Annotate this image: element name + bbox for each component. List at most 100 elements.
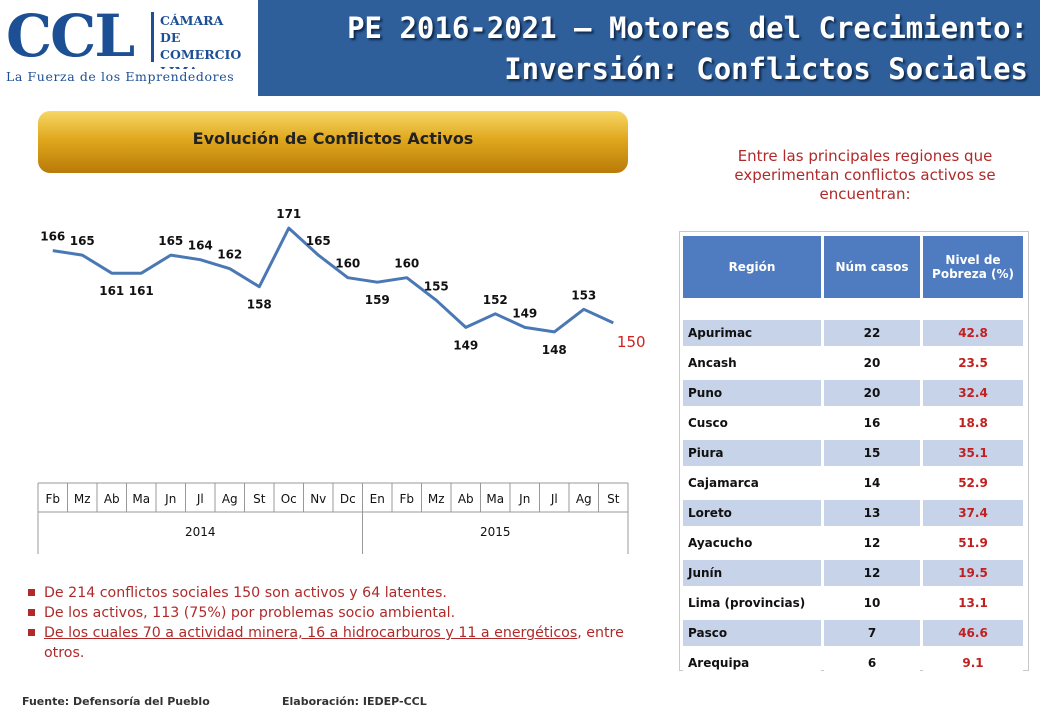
table-row: Ancash 20 23.5	[683, 350, 1023, 376]
cases-cell: 12	[824, 530, 920, 556]
x-tick-label: Dc	[340, 492, 356, 506]
data-label: 166	[40, 230, 65, 244]
poverty-cell: 51.9	[923, 530, 1023, 556]
region-cell: Apurimac	[683, 320, 821, 346]
table-row: Lima (provincias) 10 13.1	[683, 590, 1023, 616]
bullet-underlined-text: De los cuales 70 a actividad minera, 16 …	[44, 625, 578, 641]
data-label: 149	[453, 338, 478, 352]
data-label: 159	[365, 293, 390, 307]
region-cell: Pasco	[683, 620, 821, 646]
region-cell: Piura	[683, 440, 821, 466]
x-tick-label: Ma	[486, 492, 504, 506]
header-bar: CCL CÁMARA DE COMERCIO LIMA La Fuerza de…	[0, 0, 1040, 96]
cases-cell: 20	[824, 350, 920, 376]
ccl-logo: CCL CÁMARA DE COMERCIO LIMA La Fuerza de…	[0, 0, 258, 96]
logo-text: CCL	[6, 2, 135, 70]
region-cell: Arequipa	[683, 650, 821, 676]
bullet-item: De los activos, 113 (75%) por problemas …	[26, 603, 626, 623]
x-tick-label: Jl	[196, 492, 204, 506]
data-label: 160	[335, 257, 360, 271]
year-label: 2014	[185, 525, 216, 539]
data-label: 152	[483, 293, 508, 307]
data-label: 161	[99, 284, 124, 298]
title-line-2: Inversión: Conflictos Sociales	[504, 52, 1028, 86]
x-tick-label: Fb	[45, 492, 60, 506]
x-tick-label: Mz	[428, 492, 445, 506]
cases-cell: 7	[824, 620, 920, 646]
bullet-text: , entre otros.	[44, 625, 624, 661]
cases-cell: 16	[824, 410, 920, 436]
column-header-region: Región	[683, 236, 821, 298]
poverty-cell: 23.5	[923, 350, 1023, 376]
cases-cell: 22	[824, 320, 920, 346]
logo-side-line: DE COMERCIO	[160, 30, 242, 62]
table-header-row: Región Núm casos Nivel de Pobreza (%)	[683, 236, 1023, 298]
cases-cell: 15	[824, 440, 920, 466]
cases-cell: 20	[824, 380, 920, 406]
region-cell: Ayacucho	[683, 530, 821, 556]
region-cell: Loreto	[683, 500, 821, 526]
x-tick-label: Nv	[310, 492, 326, 506]
poverty-cell: 19.5	[923, 560, 1023, 586]
series-line	[52, 226, 614, 334]
data-label: 162	[217, 248, 242, 262]
regions-table: Región Núm casos Nivel de Pobreza (%) Ap…	[680, 232, 1026, 680]
x-tick-label: Oc	[281, 492, 297, 506]
logo-divider	[151, 12, 154, 62]
x-tick-label: Fb	[399, 492, 414, 506]
cases-cell: 13	[824, 500, 920, 526]
bullet-item: De 214 conflictos sociales 150 son activ…	[26, 583, 626, 603]
data-label: 155	[424, 279, 449, 293]
region-cell: Puno	[683, 380, 821, 406]
data-label: 150	[617, 333, 646, 351]
data-label: 149	[512, 306, 537, 320]
region-cell: Ancash	[683, 350, 821, 376]
region-cell: Lima (provincias)	[683, 590, 821, 616]
column-header-poverty: Nivel de Pobreza (%)	[923, 236, 1023, 298]
x-tick-label: Ma	[132, 492, 150, 506]
region-cell: Junín	[683, 560, 821, 586]
regions-intro: Entre las principales regiones que exper…	[734, 147, 996, 203]
poverty-cell: 32.4	[923, 380, 1023, 406]
poverty-cell: 37.4	[923, 500, 1023, 526]
page-title: PE 2016-2021 – Motores del Crecimiento: …	[347, 8, 1028, 90]
poverty-cell: 52.9	[923, 470, 1023, 496]
author-note: Elaboración: IEDEP-CCL	[282, 695, 427, 708]
cases-cell: 14	[824, 470, 920, 496]
bullet-item: De los cuales 70 a actividad minera, 16 …	[26, 623, 626, 663]
region-cell: Cajamarca	[683, 470, 821, 496]
table-row: Cusco 16 18.8	[683, 410, 1023, 436]
data-label: 165	[306, 234, 331, 248]
data-label: 171	[276, 207, 301, 221]
data-label: 161	[129, 284, 154, 298]
table-row: Apurimac 22 42.8	[683, 320, 1023, 346]
regions-table-frame: Región Núm casos Nivel de Pobreza (%) Ap…	[679, 231, 1029, 676]
year-label: 2015	[480, 525, 511, 539]
chart-layer: 166 165 161 161 165 164 162 158 171 165 160 159 160 1…	[37, 207, 646, 554]
data-label: 164	[188, 239, 213, 253]
summary-bullets: De 214 conflictos sociales 150 son activ…	[26, 583, 626, 663]
data-label: 158	[247, 298, 272, 312]
x-tick-label: Jn	[518, 492, 530, 506]
table-body: Apurimac 22 42.8 Ancash 20 23.5 Puno 20 32.4 Cusc…	[683, 302, 1023, 676]
table-row: Junín 12 19.5	[683, 560, 1023, 586]
line-chart: 166 165 161 161 165 164 162 158 171 165 160 159 160 1…	[37, 207, 646, 554]
table-row: Cajamarca 14 52.9	[683, 470, 1023, 496]
x-tick-label: St	[253, 492, 266, 506]
data-label: 165	[158, 234, 183, 248]
x-tick-label: Ab	[104, 492, 120, 506]
chart-title: Evolución de Conflictos Activos	[192, 129, 474, 148]
x-tick-label: Ab	[458, 492, 474, 506]
table-row: Puno 20 32.4	[683, 380, 1023, 406]
poverty-cell: 18.8	[923, 410, 1023, 436]
x-tick-label: St	[607, 492, 620, 506]
cases-cell: 6	[824, 650, 920, 676]
table-row: Ayacucho 12 51.9	[683, 530, 1023, 556]
poverty-cell: 9.1	[923, 650, 1023, 676]
data-label: 153	[571, 288, 596, 302]
table-row: Pasco 7 46.6	[683, 620, 1023, 646]
source-note: Fuente: Defensoría del Pueblo	[22, 695, 210, 708]
logo-tagline: La Fuerza de los Emprendedores	[6, 69, 256, 89]
x-tick-label: En	[370, 492, 385, 506]
table-row: Piura 15 35.1	[683, 440, 1023, 466]
